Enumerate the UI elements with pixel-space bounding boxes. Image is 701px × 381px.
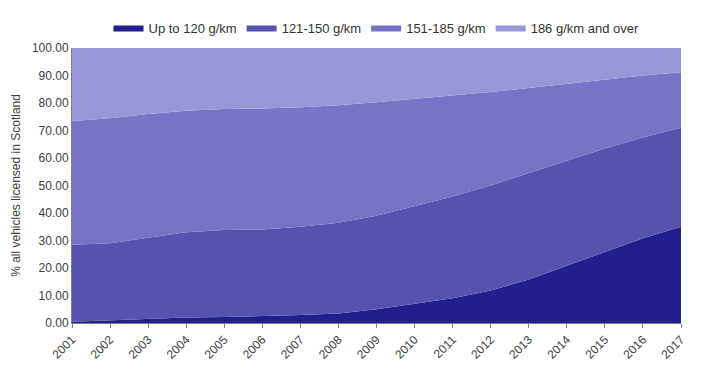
svg-text:40.00: 40.00 xyxy=(39,206,69,220)
svg-text:80.00: 80.00 xyxy=(39,96,69,110)
svg-text:2017: 2017 xyxy=(659,333,688,362)
svg-text:2014: 2014 xyxy=(544,333,573,362)
svg-text:% all vehicles licensed in Sco: % all vehicles licensed in Scotland xyxy=(9,94,23,277)
svg-text:2010: 2010 xyxy=(392,333,421,362)
svg-text:2004: 2004 xyxy=(164,333,193,362)
svg-text:Up to 120 g/km: Up to 120 g/km xyxy=(149,21,237,36)
svg-text:100.00: 100.00 xyxy=(32,41,69,55)
svg-text:2008: 2008 xyxy=(316,333,345,362)
svg-text:0.00: 0.00 xyxy=(45,316,69,330)
svg-text:186 g/km and over: 186 g/km and over xyxy=(531,21,639,36)
svg-text:50.00: 50.00 xyxy=(39,179,69,193)
svg-text:2007: 2007 xyxy=(278,333,307,362)
svg-text:30.00: 30.00 xyxy=(39,234,69,248)
svg-text:2001: 2001 xyxy=(50,333,79,362)
svg-text:2006: 2006 xyxy=(240,333,269,362)
svg-text:70.00: 70.00 xyxy=(39,124,69,138)
svg-text:90.00: 90.00 xyxy=(39,69,69,83)
svg-text:10.00: 10.00 xyxy=(39,289,69,303)
svg-text:20.00: 20.00 xyxy=(39,261,69,275)
svg-text:2003: 2003 xyxy=(126,333,155,362)
svg-text:2015: 2015 xyxy=(582,333,611,362)
svg-text:60.00: 60.00 xyxy=(39,151,69,165)
svg-text:2016: 2016 xyxy=(621,333,650,362)
svg-text:2002: 2002 xyxy=(88,333,117,362)
svg-text:2013: 2013 xyxy=(506,333,535,362)
svg-text:151-185 g/km: 151-185 g/km xyxy=(406,21,486,36)
svg-text:2012: 2012 xyxy=(468,333,497,362)
svg-text:2011: 2011 xyxy=(431,333,459,361)
svg-text:121-150 g/km: 121-150 g/km xyxy=(282,21,362,36)
svg-text:2009: 2009 xyxy=(354,333,383,362)
svg-text:2005: 2005 xyxy=(202,333,231,362)
